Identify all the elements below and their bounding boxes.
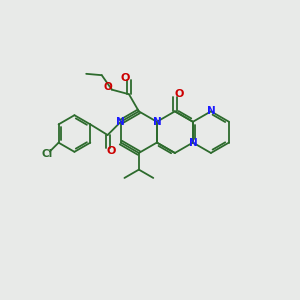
Text: N: N	[207, 106, 215, 116]
Text: N: N	[116, 117, 125, 127]
Text: Cl: Cl	[41, 149, 52, 159]
Text: N: N	[152, 117, 161, 127]
Text: O: O	[104, 82, 112, 92]
Text: O: O	[107, 146, 116, 156]
Text: O: O	[174, 89, 183, 99]
Text: O: O	[120, 74, 130, 83]
Text: N: N	[188, 138, 197, 148]
